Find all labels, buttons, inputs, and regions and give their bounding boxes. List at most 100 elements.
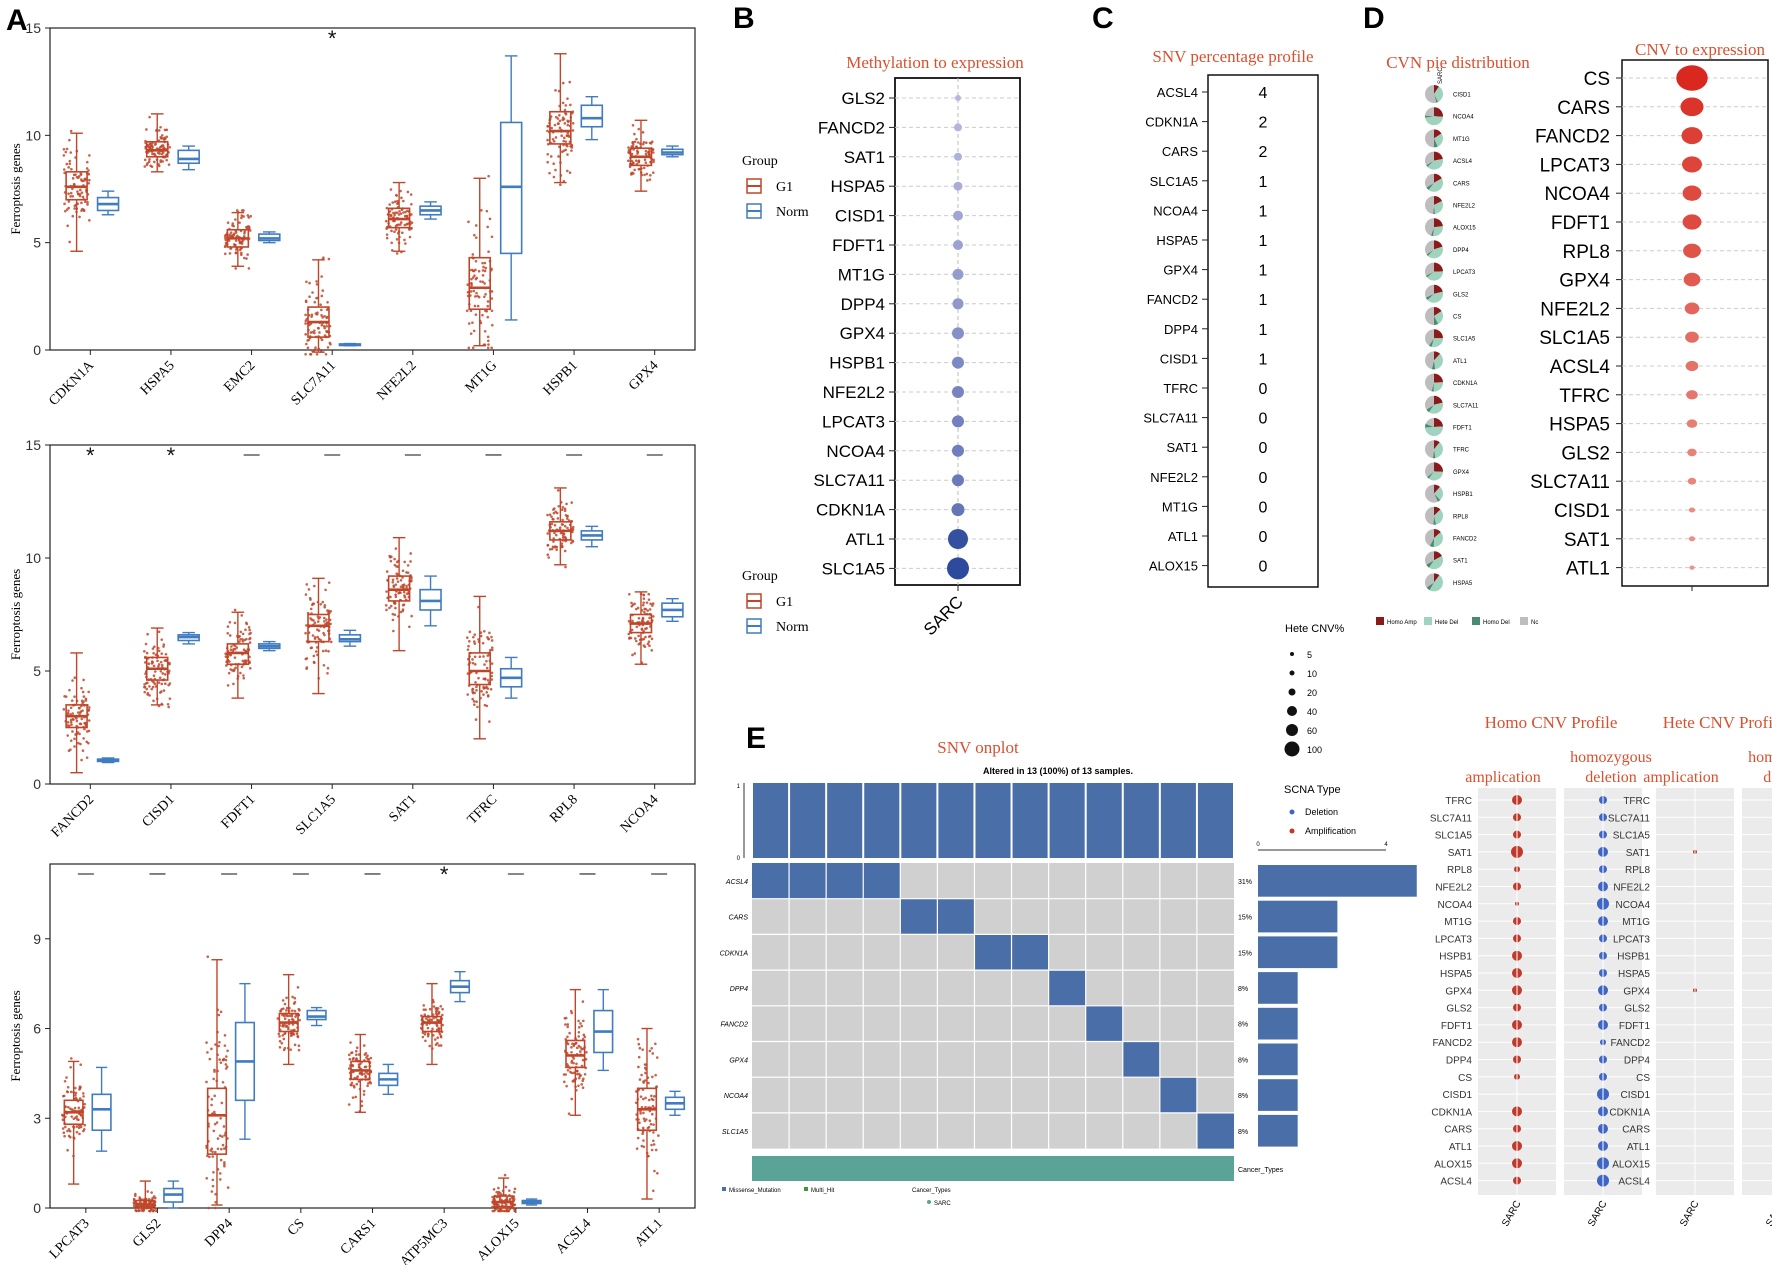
jitter-point (426, 1034, 430, 1038)
jitter-point (221, 1080, 225, 1084)
pie-slice (1425, 573, 1434, 588)
jitter-point (210, 1147, 214, 1150)
jitter-point (155, 1209, 158, 1213)
methylation-dot (954, 123, 962, 132)
pie-slice (1425, 151, 1434, 166)
jitter-point (165, 128, 169, 132)
jitter-point (83, 1102, 87, 1106)
jitter-point (401, 609, 405, 613)
jitter-point (651, 151, 655, 154)
jitter-point (304, 299, 308, 303)
jitter-point (657, 1134, 660, 1137)
jitter-point (315, 282, 319, 286)
gene-label: SLC1A5 (1435, 831, 1473, 842)
jitter-point (571, 530, 574, 534)
jitter-point (143, 661, 147, 664)
jitter-point (404, 210, 407, 214)
legend2-key (927, 1200, 931, 1204)
jitter-point (152, 699, 155, 703)
jitter-point (428, 1044, 431, 1048)
jitter-point (304, 322, 307, 325)
cnv-dot (1685, 331, 1699, 343)
gene-label: ATL1 (1627, 1142, 1651, 1153)
sample-bar (1123, 783, 1159, 858)
jitter-point (399, 223, 402, 226)
jitter-point (643, 1119, 647, 1123)
jitter-point (425, 1023, 429, 1026)
jitter-point (568, 1031, 571, 1035)
jitter-point (232, 232, 236, 236)
jitter-point (633, 602, 636, 606)
jitter-point (552, 518, 555, 521)
jitter-point (248, 666, 252, 670)
jitter-point (213, 1122, 217, 1126)
jitter-point (556, 489, 560, 492)
jitter-point (486, 339, 490, 343)
jitter-point (391, 578, 395, 582)
jitter-point (278, 1039, 282, 1043)
jitter-point (552, 162, 556, 165)
jitter-point (234, 251, 238, 255)
jitter-point (86, 203, 89, 206)
jitter-point (161, 151, 165, 154)
hete-col2-line2: deletion (1763, 769, 1772, 786)
jitter-point (146, 1190, 150, 1193)
scna-legend-title: SCNA Type (1284, 784, 1341, 796)
jitter-point (651, 171, 655, 174)
jitter-point (566, 120, 570, 124)
top-axis-label: 1 (737, 784, 741, 790)
gene-label: CARS (1162, 144, 1198, 159)
jitter-point (649, 173, 652, 177)
jitter-point (553, 523, 557, 527)
jitter-point (391, 580, 395, 584)
jitter-point (69, 191, 73, 195)
jitter-point (214, 1043, 217, 1046)
jitter-point (306, 339, 309, 342)
jitter-point (352, 1056, 355, 1060)
gene-count-bar (1258, 1043, 1298, 1076)
jitter-point (79, 1114, 83, 1117)
panel-d-frame (1621, 59, 1769, 587)
jitter-point (551, 547, 554, 551)
jitter-point (148, 146, 151, 150)
jitter-point (144, 642, 148, 646)
jitter-point (295, 1032, 299, 1036)
hete-legend-dot (1286, 724, 1298, 736)
jitter-point (67, 709, 70, 712)
jitter-point (70, 1115, 74, 1118)
cnv-dot (1688, 507, 1696, 513)
jitter-point (473, 233, 476, 237)
jitter-point (85, 756, 89, 759)
jitter-point (432, 1005, 436, 1008)
jitter-point (143, 158, 147, 162)
jitter-point (650, 637, 654, 641)
jitter-point (546, 142, 550, 146)
jitter-point (566, 1068, 570, 1072)
jitter-point (648, 150, 651, 153)
jitter-point (222, 1057, 226, 1061)
jitter-point (552, 175, 556, 179)
jitter-point (306, 346, 310, 350)
significance-mark: * (440, 862, 449, 887)
jitter-point (362, 1044, 366, 1047)
jitter-point (237, 239, 241, 242)
jitter-point (643, 158, 647, 162)
jitter-point (149, 164, 152, 168)
significance-mark: — (324, 446, 340, 463)
jitter-point (205, 1080, 208, 1084)
jitter-point (208, 1155, 211, 1159)
jitter-point (67, 1127, 71, 1131)
gene-label: ALOX15 (1612, 1159, 1650, 1170)
jitter-point (389, 188, 393, 191)
jitter-point (627, 619, 631, 623)
jitter-point (217, 1013, 221, 1017)
jitter-point (279, 1009, 282, 1013)
jitter-point (650, 140, 654, 144)
jitter-point (395, 572, 399, 575)
pie-slice (1425, 418, 1434, 427)
gene-label: ACSL4 (1157, 85, 1198, 100)
jitter-point (581, 1000, 585, 1003)
jitter-point (395, 252, 399, 255)
jitter-point (484, 686, 488, 690)
jitter-point (80, 191, 84, 194)
